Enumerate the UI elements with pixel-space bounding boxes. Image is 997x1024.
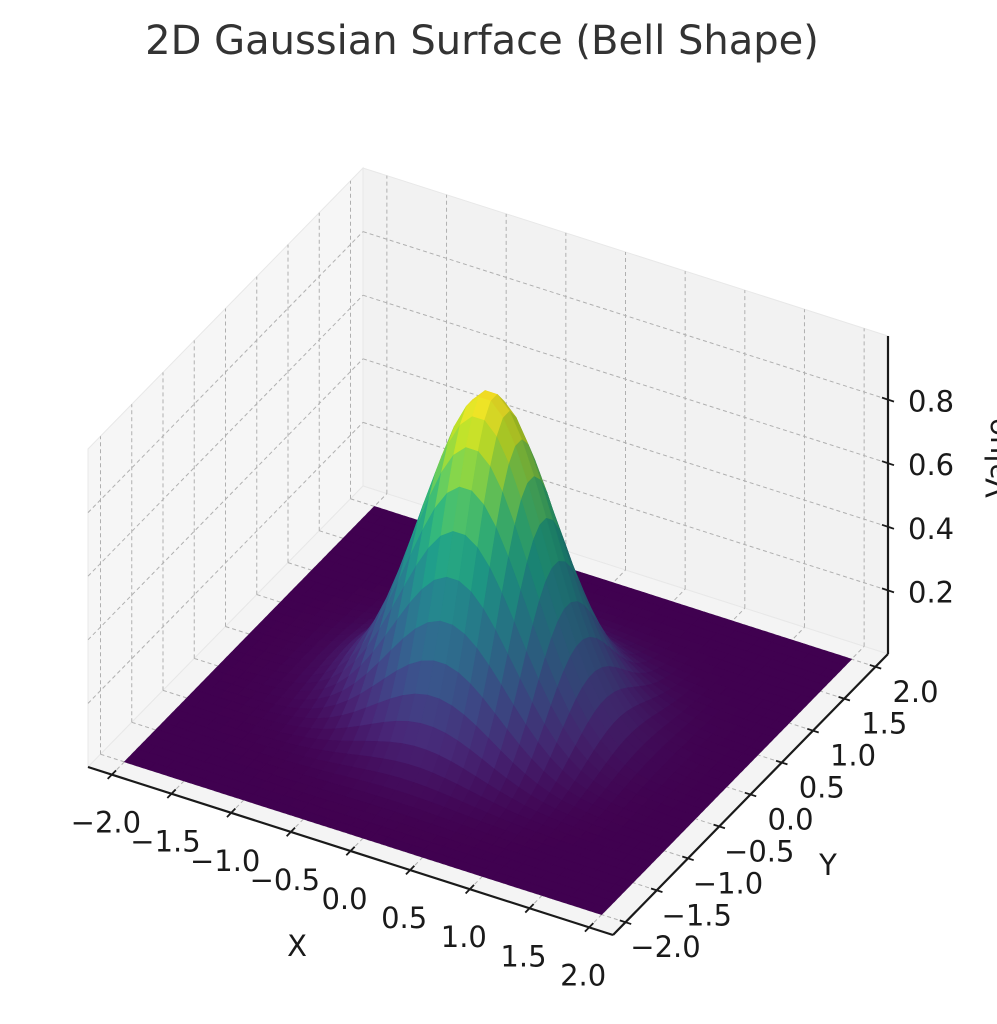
y-tick-label: 1.5	[861, 707, 907, 741]
y-tick-mark	[838, 696, 851, 702]
x-tick-mark	[464, 884, 475, 895]
grid-back-z-3	[362, 231, 889, 401]
y-tick-label: −2.0	[630, 930, 700, 964]
y-tick-mark	[713, 823, 726, 830]
x-tick-label: −1.0	[190, 844, 260, 878]
y-tick-label: −1.5	[662, 898, 732, 932]
x-tick-mark	[584, 922, 594, 933]
grid-back-z-2	[362, 294, 889, 464]
x-tick-label: 1.5	[500, 939, 546, 973]
x-tick-mark	[345, 846, 356, 856]
x-tick-label: 0.5	[381, 901, 427, 935]
y-tick-label: −1.0	[693, 866, 763, 900]
y-tick-mark	[682, 855, 694, 862]
grid-back-z-1	[362, 358, 889, 528]
z-tick-label: 0.6	[908, 448, 954, 482]
x-tick-label: −2.0	[71, 806, 141, 840]
y-tick-label: −0.5	[724, 834, 794, 868]
y-tick-label: 1.0	[830, 739, 876, 773]
y-tick-label: 0.5	[799, 771, 845, 805]
z-tick-mark	[881, 460, 895, 467]
chart-title: 2D Gaussian Surface (Bell Shape)	[145, 18, 819, 64]
x-tick-label: −1.5	[130, 825, 200, 859]
x-tick-label: 2.0	[560, 958, 606, 992]
x-tick-mark	[166, 788, 177, 799]
grid-left-z-2	[87, 294, 364, 577]
x-axis-label: X	[287, 929, 307, 963]
x-tick-mark	[524, 903, 535, 914]
z-tick-label: 0.2	[908, 575, 954, 609]
surface	[124, 390, 852, 915]
x-tick-mark	[286, 826, 296, 837]
y-tick-mark	[744, 791, 757, 798]
grid-left-z-1	[87, 358, 364, 641]
y-tick-mark	[775, 759, 788, 766]
y-axis-label: Y	[818, 848, 837, 882]
x-tick-mark	[226, 807, 237, 818]
x-tick-label: 1.0	[441, 920, 487, 954]
y-tick-mark	[619, 919, 632, 925]
z-tick-mark	[881, 523, 895, 530]
y-tick-mark	[650, 887, 663, 893]
z-tick-mark	[881, 587, 895, 594]
grid-left-z-3	[87, 231, 364, 513]
z-tick-label: 0.4	[908, 512, 954, 546]
surface-patch	[589, 903, 609, 915]
x-tick-label: −0.5	[250, 863, 320, 897]
x-tick-label: 0.0	[321, 882, 367, 916]
y-tick-mark	[869, 664, 882, 670]
x-tick-mark	[107, 769, 117, 780]
axes	[87, 336, 895, 937]
grid-left-z-0	[87, 422, 364, 704]
z-axis-label: Value	[980, 418, 997, 498]
x-tick-mark	[405, 865, 415, 876]
y-tick-label: 2.0	[892, 675, 938, 709]
z-tick-label: 0.8	[908, 385, 954, 419]
y-tick-label: 0.0	[767, 803, 813, 837]
z-tick-mark	[881, 396, 895, 403]
y-tick-mark	[807, 727, 819, 734]
